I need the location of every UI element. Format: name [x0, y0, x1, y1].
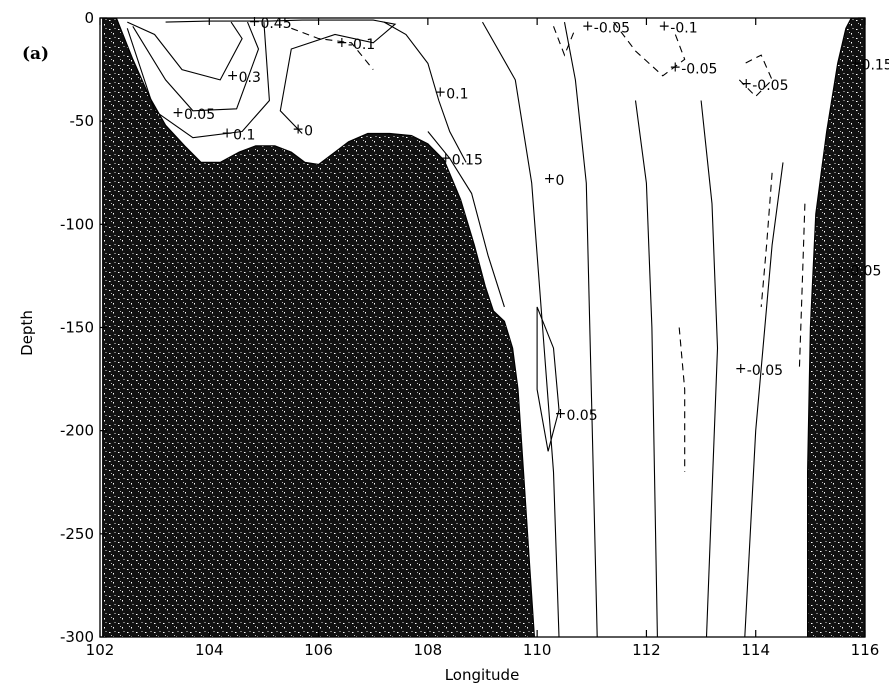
contour-label-16: 0.15 — [862, 57, 889, 73]
panel-label: (a) — [22, 44, 49, 64]
y-tick-label-0: 0 — [84, 9, 94, 27]
contour-label-12: -0.05 — [681, 62, 717, 78]
contour-line-0 — [127, 21, 243, 81]
contour-label-plus-16: + — [850, 55, 862, 71]
contour-line-1 — [132, 21, 260, 112]
x-tick-label-112: 112 — [632, 641, 661, 659]
contour-label-plus-12: + — [669, 60, 681, 76]
contour-label-plus-3: + — [221, 126, 233, 142]
contour-label-plus-15: + — [833, 262, 845, 278]
contour-line-18 — [700, 100, 719, 637]
y-tick-label--250: -250 — [60, 525, 94, 543]
contour-label-plus-7: + — [440, 150, 452, 166]
contour-line-13 — [678, 327, 686, 472]
contour-label-9: 0.05 — [566, 408, 597, 424]
x-tick-label-110: 110 — [523, 641, 552, 659]
contour-label-10: -0.05 — [594, 20, 630, 36]
contour-line-4 — [291, 27, 374, 70]
contour-label-14: -0.05 — [747, 363, 783, 379]
contour-line-16 — [798, 203, 806, 369]
contour-label-7: 0.15 — [452, 152, 483, 168]
contour-line-10 — [552, 26, 576, 57]
contour-label-15: -0.05 — [845, 264, 881, 280]
contour-label-11: -0.1 — [670, 20, 697, 36]
x-tick-label-102: 102 — [86, 641, 115, 659]
plot-area: 102 104 106 108 110 112 114 116 0 -50 -100 -150 -200… — [60, 9, 889, 659]
contour-line-14 — [738, 54, 773, 98]
x-tick-label-116: 116 — [851, 641, 880, 659]
contour-label-plus-5: + — [336, 35, 348, 51]
y-tick-label--200: -200 — [60, 422, 94, 440]
contour-label-13: -0.05 — [752, 78, 788, 94]
contour-label-plus-11: + — [658, 18, 670, 34]
contour-line-9 — [536, 306, 560, 452]
contour-label-2: 0.05 — [184, 107, 215, 123]
contour-line-2 — [126, 22, 270, 139]
y-tick-label--300: -300 — [60, 628, 94, 646]
contour-line-17 — [744, 162, 784, 637]
contour-label-plus-9: + — [555, 406, 567, 422]
y-axis-title: Depth — [18, 310, 36, 356]
x-tick-label-108: 108 — [414, 641, 443, 659]
contour-label-plus-10: + — [582, 18, 594, 34]
contour-label-0: 0.45 — [260, 16, 291, 32]
contour-line-8 — [563, 21, 598, 637]
contour-label-4: 0 — [304, 123, 313, 139]
contour-label-3: 0.1 — [233, 128, 255, 144]
contour-label-plus-0: + — [249, 14, 261, 30]
contour-line-6 — [427, 131, 505, 308]
contour-label-plus-13: + — [740, 76, 752, 92]
y-tick-label--50: -50 — [70, 112, 95, 130]
contour-label-plus-14: + — [735, 361, 747, 377]
contour-label-1: 0.3 — [239, 70, 261, 86]
contour-line-12 — [634, 100, 658, 637]
x-tick-label-114: 114 — [741, 641, 770, 659]
contour-label-6: 0.1 — [446, 86, 468, 102]
contour-label-plus-2: + — [172, 105, 184, 121]
contour-label-plus-1: + — [227, 68, 239, 84]
x-tick-label-106: 106 — [304, 641, 333, 659]
y-tick-label--100: -100 — [60, 215, 94, 233]
contour-line-15 — [760, 172, 773, 307]
contour-label-8: 0 — [556, 173, 565, 189]
bathymetry-eastern-slope — [806, 18, 865, 637]
contour-line-5 — [383, 21, 467, 163]
bathymetry-western-shelf — [102, 18, 536, 637]
y-tick-label--150: -150 — [60, 319, 94, 337]
x-tick-label-104: 104 — [195, 641, 224, 659]
contour-label-plus-4: + — [292, 121, 304, 137]
contour-label-plus-8: + — [544, 171, 556, 187]
contour-label-5: -0.1 — [348, 37, 375, 53]
contour-line-11 — [613, 21, 686, 77]
x-axis-title: Longitude — [445, 666, 520, 684]
contour-label-plus-6: + — [434, 84, 446, 100]
contour-line-7 — [482, 21, 560, 637]
